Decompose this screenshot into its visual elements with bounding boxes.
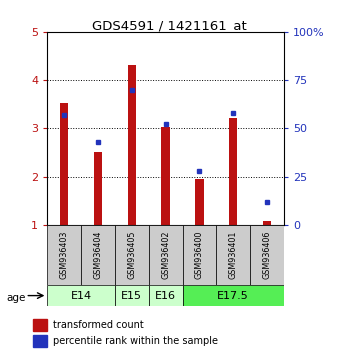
- Bar: [183, 285, 284, 306]
- Bar: [47, 285, 115, 306]
- Text: GSM936400: GSM936400: [195, 231, 204, 279]
- Bar: [81, 225, 115, 285]
- Text: E17.5: E17.5: [217, 291, 249, 301]
- Text: GSM936405: GSM936405: [127, 230, 136, 279]
- Bar: [263, 221, 271, 225]
- Text: E14: E14: [71, 291, 92, 301]
- Text: age: age: [7, 293, 26, 303]
- Bar: [94, 153, 102, 225]
- Text: percentile rank within the sample: percentile rank within the sample: [53, 336, 218, 346]
- Bar: [216, 225, 250, 285]
- Bar: [229, 118, 238, 225]
- Bar: [128, 65, 136, 225]
- Bar: [149, 285, 183, 306]
- Bar: [149, 225, 183, 285]
- Text: E15: E15: [121, 291, 142, 301]
- Bar: [250, 225, 284, 285]
- Text: GSM936401: GSM936401: [229, 231, 238, 279]
- Bar: [33, 335, 47, 347]
- Text: transformed count: transformed count: [53, 320, 144, 330]
- Text: GDS4591 / 1421161_at: GDS4591 / 1421161_at: [92, 19, 246, 33]
- Bar: [115, 225, 149, 285]
- Text: E16: E16: [155, 291, 176, 301]
- Bar: [60, 103, 68, 225]
- Bar: [195, 179, 204, 225]
- Text: GSM936402: GSM936402: [161, 230, 170, 279]
- Bar: [33, 319, 47, 331]
- Bar: [47, 225, 81, 285]
- Bar: [115, 285, 149, 306]
- Text: GSM936404: GSM936404: [94, 231, 102, 279]
- Text: GSM936403: GSM936403: [60, 231, 69, 279]
- Bar: [183, 225, 216, 285]
- Bar: [162, 127, 170, 225]
- Text: GSM936406: GSM936406: [263, 231, 271, 279]
